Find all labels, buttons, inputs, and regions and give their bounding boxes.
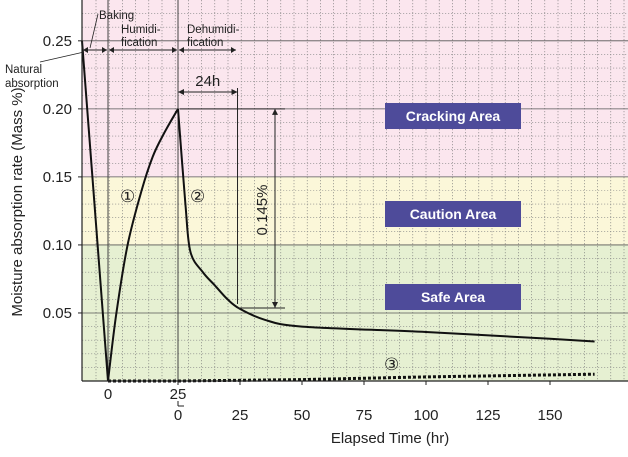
series-3-line-after [177, 372, 595, 383]
phase-arrow-natural-head [102, 47, 107, 53]
phase-label-dehumidification: fication [187, 37, 223, 49]
series-marker-2: ② [190, 187, 205, 206]
natural-pointer [39, 51, 85, 63]
phase-label-humidification: fication [121, 37, 157, 49]
y-tick-label: 0.15 [43, 169, 72, 186]
phase-label-humidification: Humidi- [121, 24, 161, 36]
baking-pointer [89, 13, 99, 49]
x-tick-label-after: 75 [356, 407, 373, 424]
labels: BakingNaturalabsorptionHumidi-ficationDe… [5, 10, 521, 374]
x-tick-label-after: 25 [232, 407, 249, 424]
phase-arrow-dehumidification-head [179, 47, 184, 53]
area-label-2: Safe Area [421, 289, 485, 305]
area-band-1 [82, 176, 628, 245]
y-tick-label: 0.10 [43, 237, 72, 254]
x-tick-label-after: 150 [537, 407, 562, 424]
area-label-box-0 [385, 103, 521, 129]
series-marker-1: ① [120, 187, 135, 206]
phase-arrow-natural-head [83, 47, 88, 53]
y-tick-label: 0.25 [43, 33, 72, 50]
phase-label-natural: Natural [5, 64, 42, 76]
series-1-baking-line [81, 40, 109, 382]
area-label-box-2 [385, 284, 521, 310]
phase-arrow-dehumidification-head [231, 47, 236, 53]
phase-label-natural: absorption [5, 78, 59, 90]
phase-arrow-humidification-head [172, 47, 177, 53]
grid-lines [82, 0, 628, 381]
area-label-0: Cracking Area [406, 108, 501, 124]
series-marker-3: ③ [384, 355, 399, 374]
area-band-0 [82, 0, 628, 177]
x-tick-label-before: 25 [170, 386, 187, 403]
area-label-1: Caution Area [410, 206, 497, 222]
area-label-box-1 [385, 201, 521, 227]
annotations [39, 13, 285, 309]
drop-arrow-head [272, 108, 278, 115]
phase-label-baking: Baking [99, 10, 134, 22]
series-1-line [107, 108, 179, 382]
phase-label-dehumidification: Dehumidi- [187, 24, 240, 36]
drop-label: 0.145% [254, 185, 271, 236]
y-tick-label: 0.05 [43, 305, 72, 322]
x-axis-title: Elapsed Time (hr) [331, 430, 449, 447]
x-tick-label-after: 125 [475, 407, 500, 424]
drop-arrow-head [272, 302, 278, 308]
x-tick-label-before: 0 [104, 386, 112, 403]
interval-arrow-head [231, 89, 238, 95]
x-tick-label-after: 50 [294, 407, 311, 424]
axes: 0.05 0.10 0.15 0.20 0.25 0 25 0 25 50 75 100 125 150 E… [9, 0, 628, 447]
interval-arrow-head [178, 89, 184, 95]
phase-dividers [107, 0, 179, 381]
y-axis-title: Moisture absorption rate (Mass %) [9, 87, 26, 316]
interval-label: 24h [195, 73, 220, 90]
x-tick-label-after: 0 [174, 407, 182, 424]
phase-arrow-humidification-head [109, 47, 114, 53]
y-tick-label: 0.20 [43, 101, 72, 118]
x-tick-label-after: 100 [413, 407, 438, 424]
